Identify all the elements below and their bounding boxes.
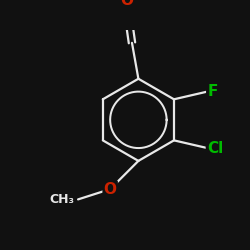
Text: O: O [104,182,117,197]
Text: F: F [207,84,218,99]
Text: O: O [120,0,133,8]
Text: CH₃: CH₃ [49,193,74,206]
Text: Cl: Cl [207,140,223,156]
